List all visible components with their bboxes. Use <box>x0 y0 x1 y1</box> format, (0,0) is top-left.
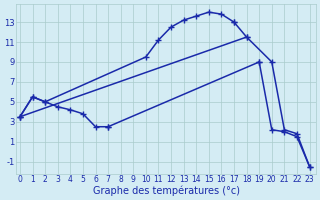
X-axis label: Graphe des températures (°c): Graphe des températures (°c) <box>92 185 239 196</box>
